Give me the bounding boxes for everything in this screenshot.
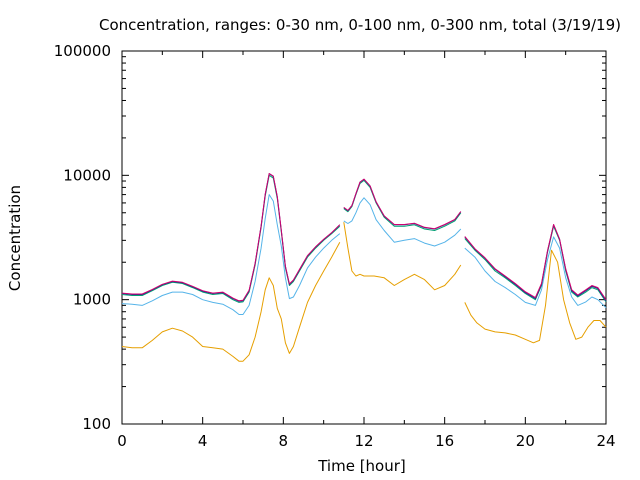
series-line-3	[343, 179, 462, 231]
chart-title: Concentration, ranges: 0-30 nm, 0-100 nm…	[99, 16, 621, 34]
data-series	[121, 173, 607, 362]
series-line-2	[464, 236, 607, 309]
series-line-2	[343, 197, 462, 247]
series-line-1	[121, 241, 341, 362]
x-axis-ticks: 0 4 8 12 16 20 24	[117, 51, 616, 450]
x-tick-label: 24	[596, 432, 615, 450]
x-tick-label: 20	[516, 432, 535, 450]
y-tick-label: 10000	[63, 166, 111, 184]
x-tick-label: 16	[435, 432, 454, 450]
y-tick-label: 100	[82, 415, 111, 433]
y-tick-label: 100000	[54, 42, 111, 60]
series-line-2	[121, 194, 341, 315]
x-tick-label: 0	[117, 432, 127, 450]
plot-area-frame	[121, 50, 607, 425]
y-tick-label: 1000	[73, 291, 111, 309]
series-line-1	[343, 222, 462, 291]
series-line-4	[464, 224, 607, 302]
x-axis-label: Time [hour]	[317, 457, 406, 475]
series-line-4	[343, 178, 462, 230]
series-line-1	[464, 249, 607, 344]
series-line-5	[464, 224, 607, 300]
x-tick-label: 8	[279, 432, 289, 450]
y-axis-ticks: 100 1000 10000 100000	[54, 42, 606, 433]
series-line-5	[343, 178, 462, 230]
y-axis-label: Concentration	[6, 185, 24, 291]
x-tick-label: 12	[354, 432, 373, 450]
x-tick-label: 4	[198, 432, 208, 450]
series-line-4	[121, 173, 341, 302]
series-line-3	[121, 174, 341, 303]
series-line-5	[121, 173, 341, 302]
